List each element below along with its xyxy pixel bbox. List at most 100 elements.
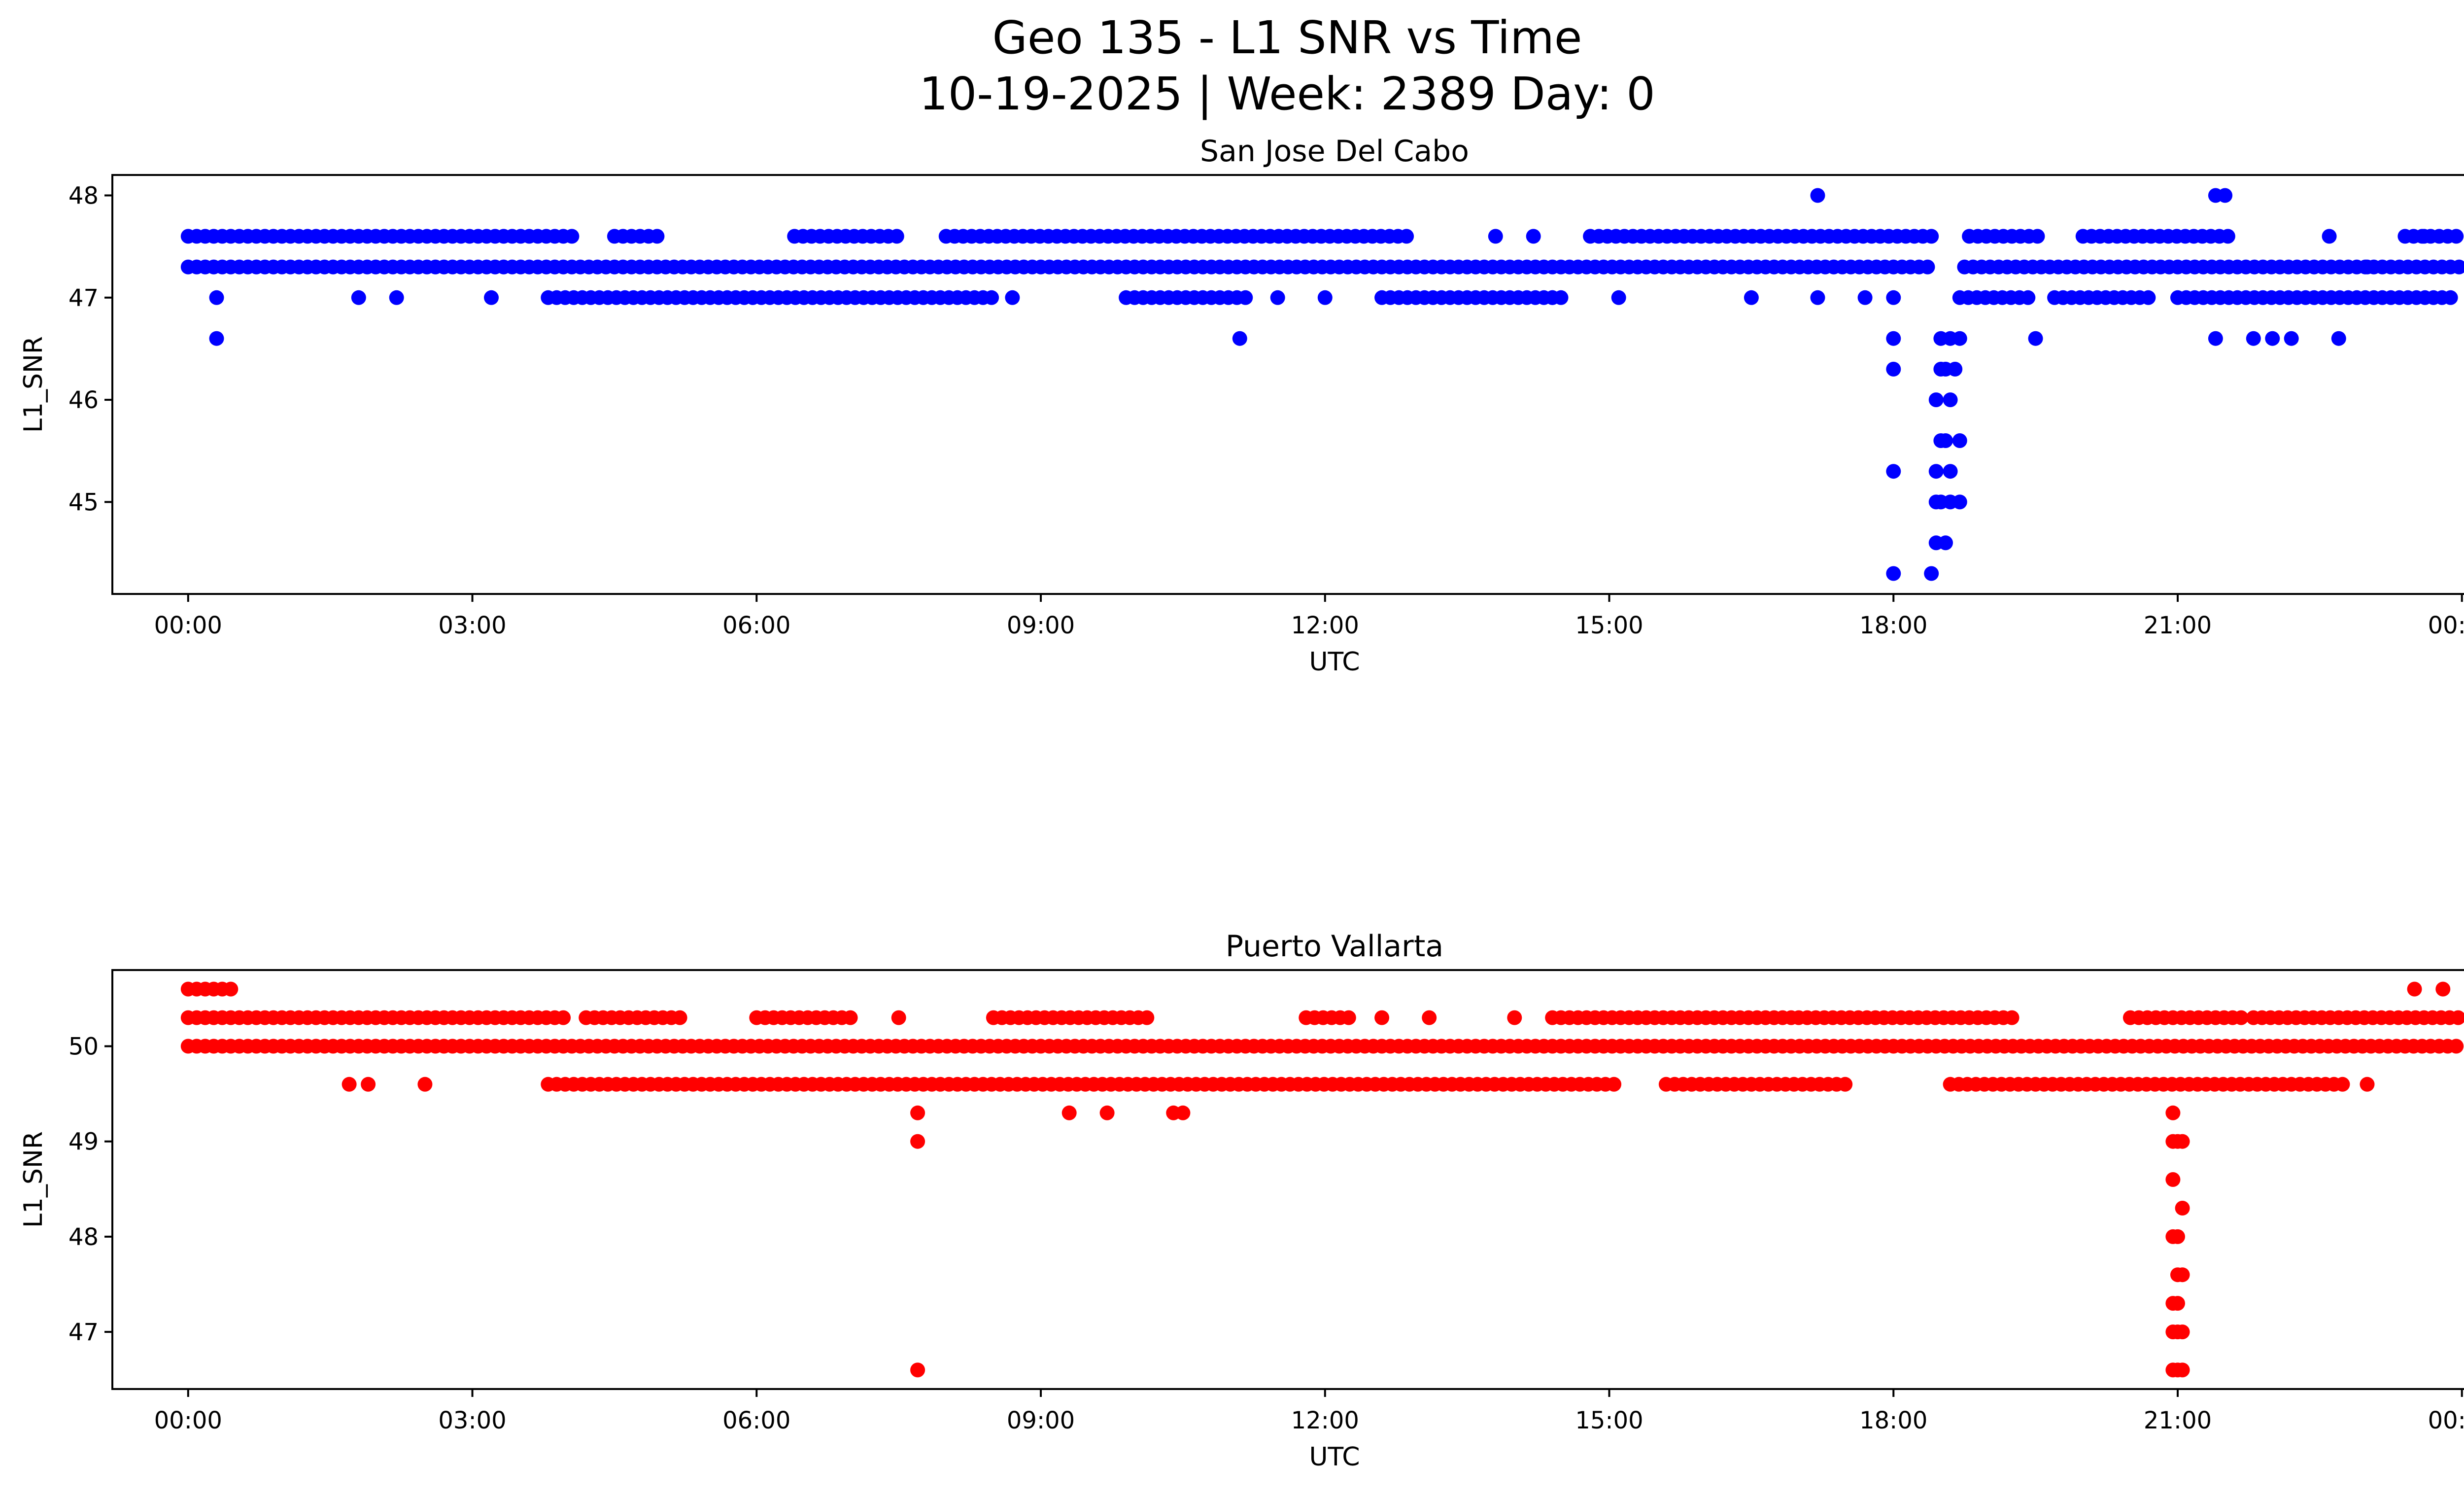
data-point — [417, 1077, 433, 1092]
data-point — [2265, 331, 2280, 346]
data-point — [564, 229, 580, 244]
y-tick-label: 47 — [68, 284, 99, 312]
data-point — [1948, 361, 1963, 377]
data-point — [1507, 1010, 1522, 1025]
data-point — [2030, 229, 2045, 244]
x-tick-label: 15:00 — [1575, 612, 1643, 639]
data-point — [2141, 290, 2156, 305]
x-tick-label: 21:00 — [2144, 1407, 2212, 1434]
x-tick-label: 09:00 — [1007, 1407, 1075, 1434]
data-point — [1938, 433, 1953, 448]
data-point — [2218, 188, 2233, 203]
figure-title: Geo 135 - L1 SNR vs Time — [992, 11, 1582, 64]
data-point — [1838, 1077, 1853, 1092]
data-point — [1341, 1010, 1356, 1025]
data-point — [2233, 1010, 2249, 1025]
data-point — [843, 1010, 858, 1025]
data-point — [1952, 494, 1967, 510]
data-point — [361, 1077, 376, 1092]
data-point — [1938, 535, 1953, 551]
data-point — [351, 290, 366, 305]
chart-title: San Jose Del Cabo — [1200, 134, 1469, 169]
data-point — [2246, 331, 2261, 346]
data-point — [556, 1010, 571, 1025]
chart-panel-1: San Jose Del Cabo 00:00 03:00 06:00 09:00 12:… — [19, 134, 2464, 677]
x-tick-label: 00:00 — [2428, 612, 2464, 639]
data-point — [1139, 1010, 1155, 1025]
data-point — [2452, 259, 2464, 275]
data-point — [2208, 331, 2223, 346]
data-point — [2435, 981, 2451, 997]
data-point — [342, 1077, 357, 1092]
data-point — [2220, 229, 2235, 244]
y-axis-label: L1_SNR — [19, 336, 48, 433]
data-point — [2165, 1105, 2181, 1120]
data-point — [1810, 290, 1825, 305]
data-point — [910, 1134, 925, 1149]
data-points — [180, 981, 2464, 1378]
data-point — [1175, 1105, 1191, 1120]
data-point — [2020, 290, 2036, 305]
x-tick-label: 03:00 — [438, 612, 506, 639]
data-point — [2175, 1267, 2190, 1283]
x-tick-label: 09:00 — [1007, 612, 1075, 639]
data-point — [223, 981, 239, 997]
data-point — [889, 229, 904, 244]
chart-panels: San Jose Del Cabo 00:00 03:00 06:00 09:00 12:… — [19, 134, 2464, 1472]
data-point — [1270, 290, 1285, 305]
data-point — [1317, 290, 1333, 305]
data-point — [1952, 433, 1967, 448]
data-point — [1061, 1105, 1077, 1120]
y-tick-label: 48 — [68, 182, 99, 209]
data-point — [2449, 1039, 2464, 1054]
data-point — [1886, 361, 1901, 377]
x-tick-label: 06:00 — [722, 612, 790, 639]
data-point — [1607, 1077, 1622, 1092]
data-point — [1857, 290, 1873, 305]
data-point — [2449, 229, 2464, 244]
data-point — [1943, 392, 1958, 408]
data-point — [2322, 229, 2337, 244]
data-point — [2360, 259, 2375, 275]
x-tick-label: 00:00 — [154, 612, 222, 639]
data-point — [984, 290, 999, 305]
data-point — [1886, 464, 1901, 479]
data-point — [209, 290, 224, 305]
x-tick-label: 18:00 — [1859, 612, 1927, 639]
data-point — [1924, 566, 1939, 581]
x-axis-label: UTC — [1309, 647, 1360, 677]
data-point — [1920, 259, 1935, 275]
data-point — [2004, 1010, 2019, 1025]
x-tick-label: 12:00 — [1291, 612, 1359, 639]
data-point — [1526, 229, 1541, 244]
data-point — [1886, 331, 1901, 346]
data-point — [1611, 290, 1626, 305]
plot-frame — [111, 174, 2464, 595]
chart-panel-2: Puerto Vallarta 00:00 03:00 06:00 09:00 12:00… — [19, 929, 2464, 1472]
y-tick-label: 48 — [68, 1223, 99, 1251]
data-point — [2165, 1172, 2181, 1187]
data-point — [1422, 1010, 1437, 1025]
data-point — [1886, 566, 1901, 581]
data-point — [1399, 229, 1414, 244]
x-tick-label: 00:00 — [2428, 1407, 2464, 1434]
data-point — [2170, 1296, 2185, 1311]
x-tick-label: 21:00 — [2144, 612, 2212, 639]
data-point — [2451, 1010, 2464, 1025]
data-point — [1928, 392, 1944, 408]
data-point — [2407, 981, 2422, 997]
data-point — [2335, 1077, 2350, 1092]
x-tick-label: 18:00 — [1859, 1407, 1927, 1434]
data-point — [1099, 1105, 1115, 1120]
y-tick-label: 45 — [68, 488, 99, 516]
data-point — [910, 1362, 925, 1378]
data-point — [2416, 229, 2431, 244]
data-point — [2175, 1324, 2190, 1340]
y-axis-label: L1_SNR — [19, 1131, 48, 1228]
data-point — [910, 1105, 925, 1120]
data-point — [2170, 1229, 2185, 1244]
data-point — [1928, 464, 1944, 479]
plot-frame — [111, 969, 2464, 1390]
data-point — [1374, 1010, 1390, 1025]
